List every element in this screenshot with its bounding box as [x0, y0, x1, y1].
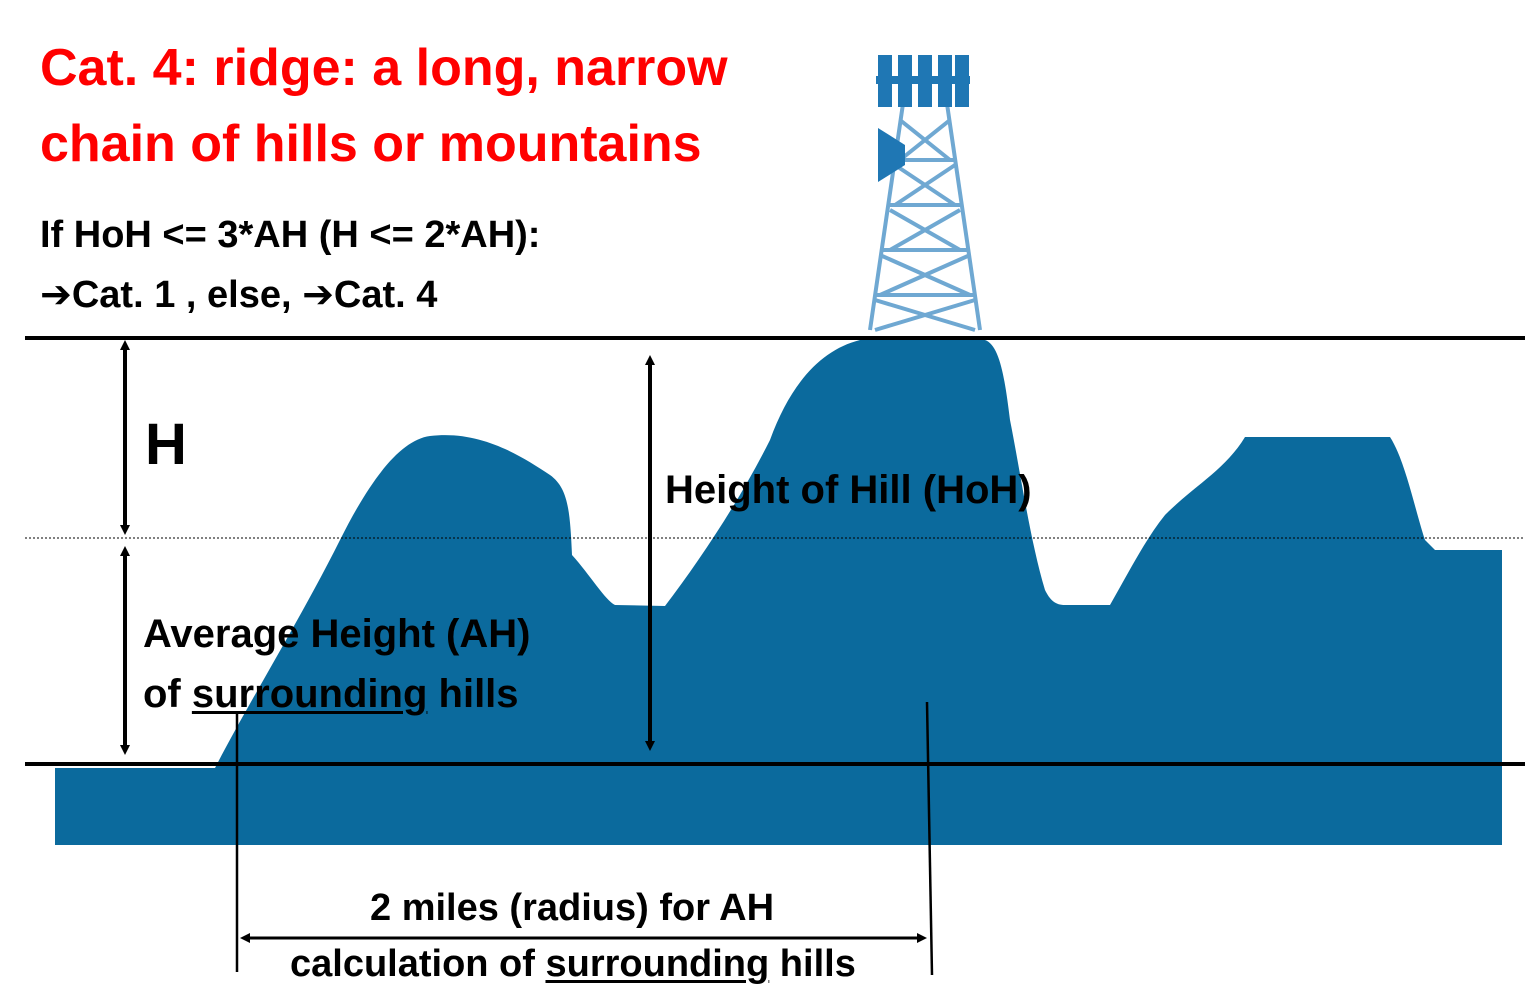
- category-rule: If HoH <= 3*AH (H <= 2*AH): ➔Cat. 1 , el…: [40, 205, 540, 325]
- title-line-2: chain of hills or mountains: [40, 115, 702, 173]
- diagram-title: Cat. 4: ridge: a long, narrow chain of h…: [40, 30, 728, 182]
- radius-label-underlined: surrounding: [545, 943, 770, 985]
- h-label: H: [145, 412, 187, 477]
- hoh-label: Height of Hill (HoH): [665, 468, 1032, 512]
- rule-outcome-2: Cat. 4: [333, 274, 438, 316]
- radius-label-line-2: calculation of surrounding hills: [290, 940, 856, 988]
- radius-label-suffix: hills: [769, 943, 856, 985]
- rule-condition: If HoH <= 3*AH (H <= 2*AH):: [40, 214, 541, 256]
- cell-tower-icon: [868, 55, 982, 332]
- ah-label-prefix: of: [143, 672, 192, 716]
- title-line-1: Cat. 4: ridge: a long, narrow: [40, 39, 728, 97]
- ah-label-underlined: surrounding: [191, 672, 428, 716]
- radius-label-line-1: 2 miles (radius) for AH: [370, 887, 775, 929]
- arrow-right-icon: ➔: [40, 274, 72, 316]
- ah-label: Average Height (AH) of surrounding hills: [143, 604, 530, 724]
- ah-label-suffix: hills: [427, 672, 519, 716]
- terrain-silhouette: [55, 340, 1502, 845]
- rule-outcome-1: Cat. 1 , else,: [71, 274, 303, 316]
- radius-label-prefix: calculation of: [290, 943, 546, 985]
- rule-outcome: ➔Cat. 1 , else, ➔Cat. 4: [40, 265, 540, 325]
- ah-label-line-1: Average Height (AH): [143, 612, 531, 656]
- radius-right-marker: [925, 701, 934, 976]
- arrow-right-icon: ➔: [302, 274, 334, 316]
- ah-label-line-2: of surrounding hills: [143, 664, 530, 724]
